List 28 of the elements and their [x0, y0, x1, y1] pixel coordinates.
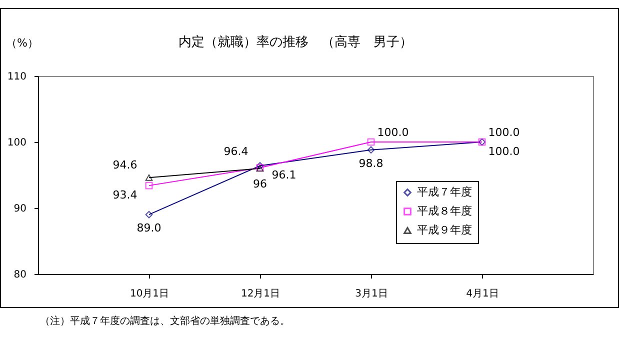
data-label: 94.6	[112, 158, 138, 172]
data-label: 98.8	[358, 156, 384, 170]
y-axis-title: （%）	[6, 36, 38, 50]
data-label: 96	[253, 177, 267, 190]
y-tick-label: 90	[14, 204, 26, 214]
data-label: 96.4	[224, 144, 248, 158]
x-tick-label: 4月1日	[466, 288, 499, 300]
chart-title: 内定（就職）率の推移 （高専 男子）	[178, 34, 412, 50]
x-tick-label: 3月1日	[355, 288, 388, 300]
point	[367, 138, 375, 146]
data-label: 93.4	[112, 188, 138, 202]
legend-label: 平成９年度	[417, 224, 472, 236]
data-label: 100.0	[488, 145, 520, 158]
data-label: 100.0	[488, 126, 520, 139]
data-label: 96.1	[272, 168, 296, 182]
point	[145, 210, 153, 218]
data-label: 89.0	[136, 222, 162, 235]
x-tick-label: 12月1日	[240, 288, 280, 300]
point	[145, 182, 153, 190]
text: （注）平成７年度の調査は、文部省の単独調査である。	[40, 314, 290, 328]
data-label: 100.0	[377, 126, 409, 139]
x-tick-label: 10月1日	[130, 288, 170, 300]
point	[367, 146, 375, 154]
legend-label: 平成８年度	[417, 204, 472, 218]
y-tick-label: 100	[7, 138, 26, 148]
legend-label: 平成７年度	[417, 186, 472, 198]
y-tick-label: 80	[14, 270, 26, 280]
y-tick-label: 110	[7, 72, 26, 82]
